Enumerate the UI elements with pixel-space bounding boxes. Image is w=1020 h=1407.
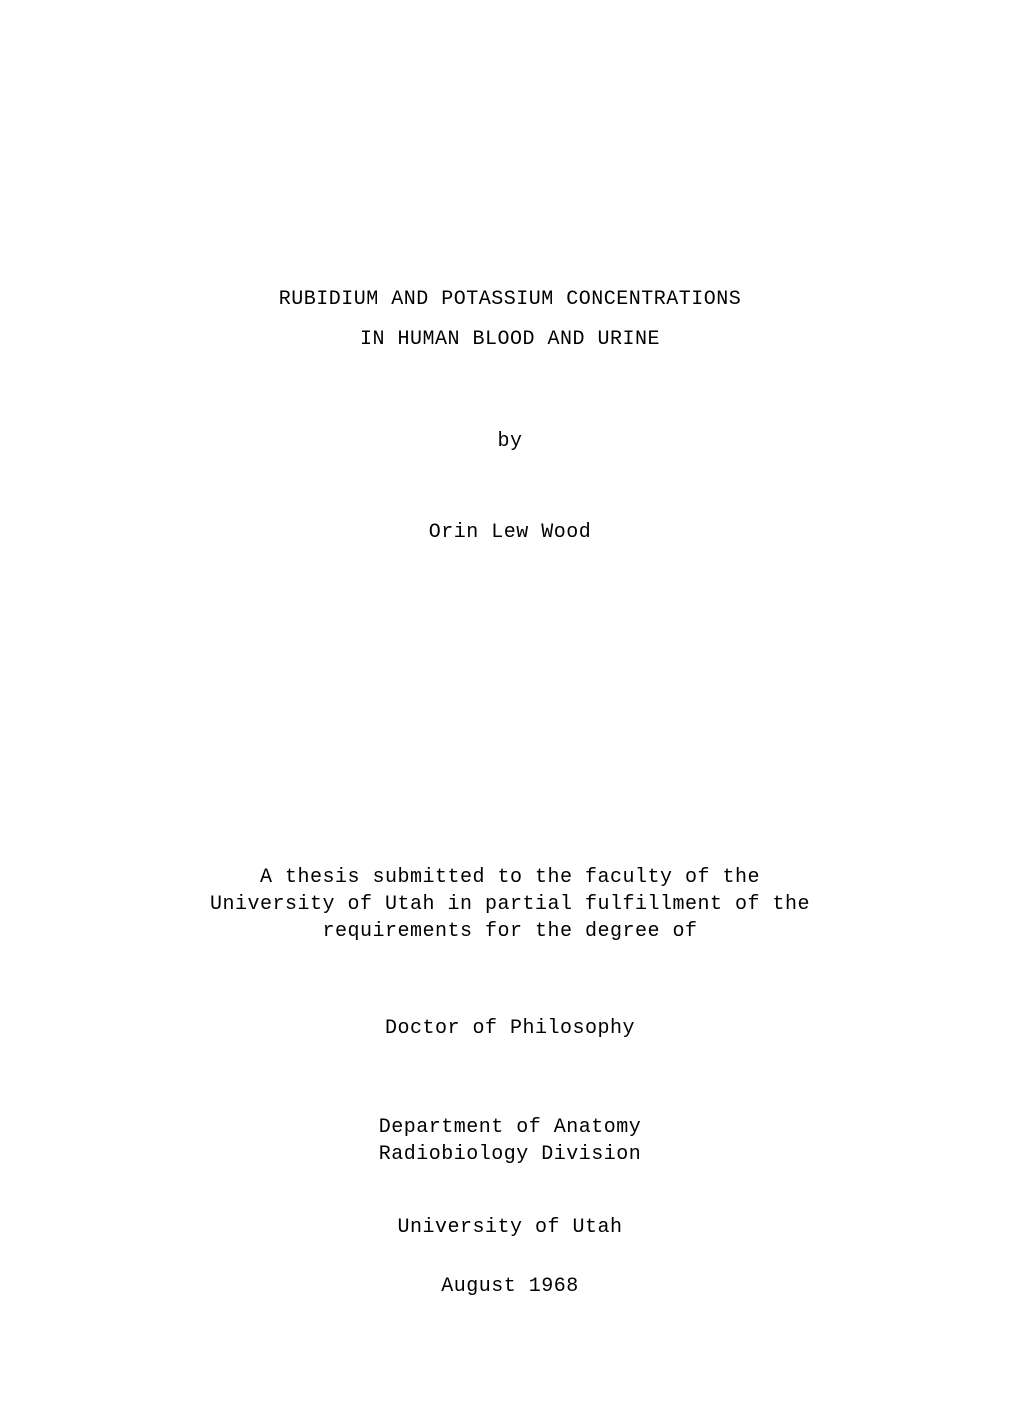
submission-date: August 1968: [120, 1275, 900, 1298]
thesis-line-3: requirements for the degree of: [150, 918, 870, 945]
degree-name: Doctor of Philosophy: [120, 1017, 900, 1040]
author-name: Orin Lew Wood: [120, 521, 900, 544]
department-block: Department of Anatomy Radiobiology Divis…: [120, 1114, 900, 1168]
title-line-2: IN HUMAN BLOOD AND URINE: [120, 320, 900, 360]
department-line-2: Radiobiology Division: [120, 1141, 900, 1168]
department-line-1: Department of Anatomy: [120, 1114, 900, 1141]
thesis-statement: A thesis submitted to the faculty of the…: [120, 864, 900, 945]
thesis-title: RUBIDIUM AND POTASSIUM CONCENTRATIONS IN…: [120, 280, 900, 360]
by-label: by: [120, 430, 900, 453]
thesis-line-2: University of Utah in partial fulfillmen…: [150, 891, 870, 918]
title-page: RUBIDIUM AND POTASSIUM CONCENTRATIONS IN…: [0, 0, 1020, 1407]
thesis-line-1: A thesis submitted to the faculty of the: [150, 864, 870, 891]
university-name: University of Utah: [120, 1216, 900, 1239]
title-line-1: RUBIDIUM AND POTASSIUM CONCENTRATIONS: [120, 280, 900, 320]
